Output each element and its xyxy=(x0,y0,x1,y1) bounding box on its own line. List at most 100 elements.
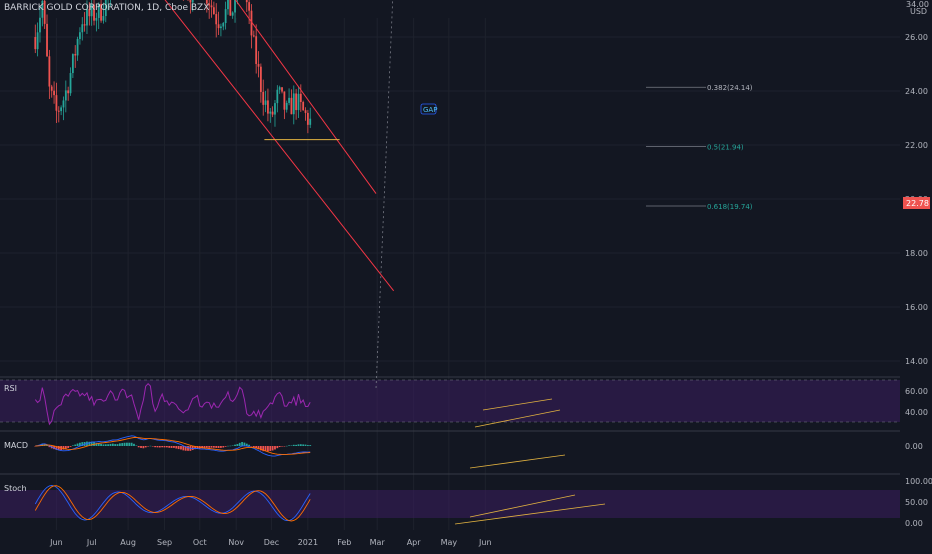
macd-histogram-bar xyxy=(158,446,161,448)
rsi-tick-60: 60.00 xyxy=(905,387,928,396)
macd-histogram-bar xyxy=(177,446,180,450)
macd-histogram-bar xyxy=(180,446,182,450)
macd-histogram-bar xyxy=(302,444,305,446)
macd-histogram-bar xyxy=(34,446,37,447)
macd-histogram-bar xyxy=(257,446,260,450)
macd-histogram-bar xyxy=(220,446,222,448)
time-tick-label: May xyxy=(441,538,458,547)
rsi-line xyxy=(34,382,311,426)
time-tick-label: Sep xyxy=(157,538,172,547)
candle-body xyxy=(281,87,283,92)
macd-histogram-bar xyxy=(79,442,81,446)
candle-body xyxy=(191,0,194,3)
candle-body xyxy=(93,4,95,21)
macd-histogram-bar xyxy=(116,444,119,446)
macd-histogram-bar xyxy=(144,446,147,448)
macd-histogram-bar xyxy=(255,446,258,449)
candle-body xyxy=(74,54,77,56)
rsi-tick-40: 40.00 xyxy=(905,408,928,417)
fib-level-label: 0.618(19.74) xyxy=(707,203,753,211)
macd-label: MACD xyxy=(4,441,28,450)
candle-body xyxy=(274,103,276,115)
candle-body xyxy=(306,112,309,125)
time-tick-label: Aug xyxy=(120,538,136,547)
price-tick-label: 18.00 xyxy=(905,249,928,258)
macd-histogram-bar xyxy=(299,444,302,446)
macd-histogram-bar xyxy=(102,444,105,446)
macd-histogram-bar xyxy=(111,443,114,446)
candle-body xyxy=(257,63,260,67)
macd-histogram-bar xyxy=(118,443,121,446)
candle-body xyxy=(90,4,93,17)
price-tick-label: 14.00 xyxy=(905,357,928,366)
gap-annotation: GAP xyxy=(420,103,437,115)
macd-histogram-bar xyxy=(292,444,295,446)
candle-body xyxy=(283,91,286,110)
macd-trend-line xyxy=(469,454,566,469)
candle-body xyxy=(41,0,44,18)
fib-levels: 0(31.25)0.382(24.14)0.5(21.94)0.618(19.7… xyxy=(646,84,753,211)
candle-body xyxy=(53,90,55,96)
candle-body xyxy=(100,3,102,21)
candle-body xyxy=(290,97,293,115)
rsi-band xyxy=(0,380,900,422)
candle-body xyxy=(288,97,290,103)
stoch-pane xyxy=(34,485,606,525)
candle-body xyxy=(95,17,98,21)
macd-histogram-bar xyxy=(248,444,251,446)
macd-histogram-bar xyxy=(133,443,135,446)
macd-histogram-bar xyxy=(250,446,253,447)
candle-body xyxy=(57,110,60,112)
candle-body xyxy=(205,0,208,4)
candle-body xyxy=(88,8,91,17)
macd-histogram-bar xyxy=(69,446,72,447)
macd-histogram-bar xyxy=(128,442,131,446)
candle-body xyxy=(212,7,215,15)
price-tick-label: 26.00 xyxy=(905,33,928,42)
macd-histogram-bar xyxy=(46,445,48,446)
macd-histogram-bar xyxy=(217,446,220,448)
macd-histogram-bar xyxy=(170,446,173,448)
macd-histogram-bar xyxy=(130,442,133,446)
stoch-d-line xyxy=(34,485,311,522)
candle-body xyxy=(76,38,79,56)
candle-body xyxy=(295,93,298,111)
candle-body xyxy=(234,0,236,13)
stoch-trend-upper xyxy=(469,494,576,518)
last-price-background xyxy=(903,197,930,209)
oscillator-bands xyxy=(0,379,900,518)
macd-histogram-bar xyxy=(243,442,246,446)
fib-level-label: 0.5(21.94) xyxy=(707,144,744,152)
candle-body xyxy=(269,111,272,114)
candle-body xyxy=(208,3,211,6)
macd-histogram-bar xyxy=(97,443,100,446)
candles xyxy=(34,0,312,134)
macd-histogram-bar xyxy=(241,442,243,446)
macd-histogram-bar xyxy=(224,446,227,447)
macd-histogram-bar xyxy=(140,446,142,448)
stoch-tick-50: 50.00 xyxy=(905,498,928,507)
candle-body xyxy=(262,91,265,105)
macd-histogram-bar xyxy=(297,444,300,446)
macd-histogram-bar xyxy=(276,446,279,449)
rsi-label: RSI xyxy=(4,384,17,393)
candle-body xyxy=(255,36,258,64)
candle-body xyxy=(304,110,307,113)
candle-body xyxy=(210,5,213,8)
macd-histogram-bar xyxy=(90,441,93,446)
macd-histogram-bar xyxy=(283,446,286,447)
macd-histogram-bar xyxy=(238,442,241,446)
macd-histogram-bar xyxy=(203,446,206,448)
candle-body xyxy=(43,0,46,24)
macd-histogram-bar xyxy=(208,446,211,448)
candle-body xyxy=(60,107,63,112)
candle-body xyxy=(229,0,232,16)
macd-tick-0: 0.00 xyxy=(905,442,923,451)
macd-histogram-bar xyxy=(259,446,262,451)
macd-histogram-bar xyxy=(290,445,293,446)
currency-label: USD xyxy=(910,7,927,16)
macd-histogram-bar xyxy=(269,446,272,451)
last-price-tag: 22.78 xyxy=(903,197,930,209)
